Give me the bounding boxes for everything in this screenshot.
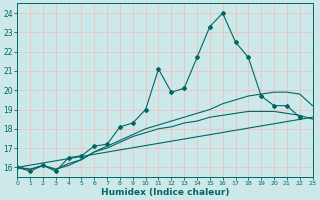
X-axis label: Humidex (Indice chaleur): Humidex (Indice chaleur)	[101, 188, 229, 197]
